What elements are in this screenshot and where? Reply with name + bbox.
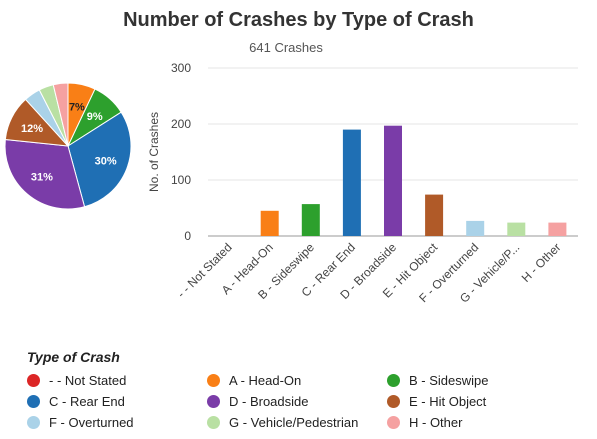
x-tick-label: H - Other	[519, 240, 564, 285]
legend-label: B - Sideswipe	[409, 372, 489, 388]
legend-swatch	[27, 394, 40, 408]
y-tick-label: 0	[184, 229, 191, 243]
legend-label: - - Not Stated	[49, 372, 127, 388]
pie-slice-label: 7%	[69, 102, 85, 114]
legend-swatch	[207, 394, 220, 408]
pie-slice-label: 9%	[87, 111, 103, 123]
bar[interactable]	[384, 125, 402, 236]
bar[interactable]	[507, 222, 526, 236]
legend-label: D - Broadside	[229, 393, 309, 409]
legend-swatch	[387, 394, 400, 408]
legend-swatch	[207, 373, 220, 387]
bar[interactable]	[466, 220, 485, 236]
legend-swatch	[27, 373, 40, 387]
legend-item[interactable]: D - Broadside	[207, 392, 308, 410]
legend-label: A - Head-On	[229, 372, 302, 388]
legend-item[interactable]: F - Overturned	[27, 413, 134, 431]
bar[interactable]	[260, 210, 279, 236]
pie-slice[interactable]	[52, 82, 69, 147]
chart-subtitle: 641 Crashes	[249, 40, 323, 55]
legend-item[interactable]: B - Sideswipe	[387, 371, 488, 389]
y-axis-label: No. of Crashes	[147, 112, 161, 192]
y-tick-label: 300	[171, 61, 191, 75]
legend-title: Type of Crash	[27, 349, 120, 365]
chart-title: Number of Crashes by Type of Crash	[123, 9, 474, 31]
bar[interactable]	[548, 222, 567, 236]
pie-slice-label: 30%	[95, 156, 117, 168]
legend-item[interactable]: - - Not Stated	[27, 371, 126, 389]
legend-swatch	[27, 415, 40, 429]
pie-slice-label: 12%	[21, 123, 43, 135]
legend-swatch	[207, 415, 220, 429]
legend-label: E - Hit Object	[409, 393, 487, 409]
pie-slice-label: 31%	[31, 172, 53, 184]
y-tick-label: 200	[171, 117, 191, 131]
pie-slice[interactable]	[67, 111, 132, 208]
legend-swatch	[387, 373, 400, 387]
y-tick-label: 100	[171, 173, 191, 187]
legend-item[interactable]: A - Head-On	[207, 371, 301, 389]
pie-chart: 7%9% 30% 31% 12%	[4, 82, 132, 210]
legend-label: C - Rear End	[49, 393, 125, 409]
legend-item[interactable]: E - Hit Object	[387, 392, 486, 410]
bar[interactable]	[425, 194, 444, 236]
bar[interactable]	[342, 129, 361, 236]
legend-swatch	[387, 415, 400, 429]
bar[interactable]	[301, 204, 320, 236]
legend-item[interactable]: G - Vehicle/Pedestrian	[207, 413, 358, 431]
legend-label: H - Other	[409, 414, 463, 430]
legend-label: F - Overturned	[49, 414, 134, 430]
legend-label: G - Vehicle/Pedestrian	[229, 414, 359, 430]
pie-slice[interactable]	[4, 138, 86, 210]
legend-item[interactable]: H - Other	[387, 413, 462, 431]
legend-item[interactable]: C - Rear End	[27, 392, 125, 410]
